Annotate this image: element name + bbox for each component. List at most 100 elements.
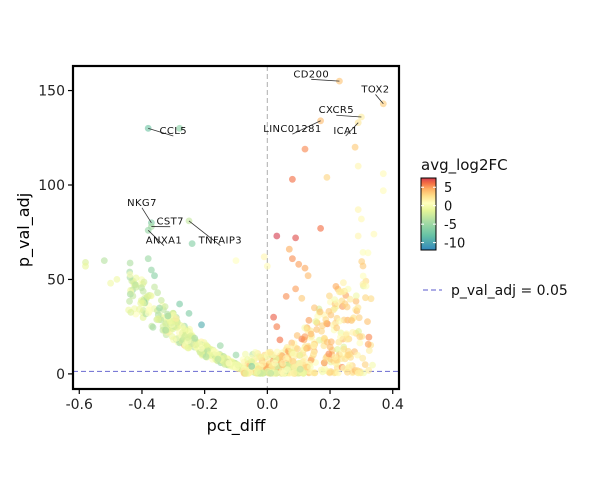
data-point: [298, 294, 306, 302]
data-point: [180, 325, 188, 333]
data-point: [289, 175, 296, 183]
x-tick-label: 0.4: [382, 397, 404, 413]
data-point: [296, 365, 304, 373]
data-point: [288, 339, 296, 347]
colorbar-tick-label: -5: [444, 218, 457, 233]
data-point: [356, 339, 364, 347]
data-point: [161, 303, 169, 310]
data-point: [325, 308, 333, 315]
data-point: [335, 288, 343, 296]
data-point: [225, 359, 233, 367]
y-axis: 0 50 100 150: [38, 84, 73, 383]
data-point: [284, 366, 291, 374]
y-tick-label: 50: [47, 272, 65, 288]
data-point: [379, 187, 387, 195]
data-point: [216, 342, 224, 349]
data-point: [352, 292, 360, 300]
y-tick-label: 100: [38, 178, 65, 194]
data-point: [311, 369, 319, 377]
data-point: [289, 358, 297, 365]
data-point: [168, 333, 176, 340]
data-point: [198, 321, 205, 329]
gene-label-leader: [141, 207, 152, 223]
data-point: [361, 361, 369, 368]
data-point: [325, 350, 333, 358]
data-point: [176, 329, 183, 337]
data-point: [303, 324, 311, 332]
data-point: [370, 230, 378, 238]
y-axis-title: p_val_adj: [14, 193, 34, 267]
gene-label: LINC01281: [263, 124, 321, 135]
colorbar: [420, 177, 437, 251]
y-tick-label: 150: [38, 84, 65, 100]
data-point: [154, 289, 162, 297]
data-point: [358, 113, 365, 121]
data-point: [310, 349, 318, 357]
data-point: [343, 335, 351, 343]
data-point: [176, 300, 184, 308]
gene-label-leader: [375, 94, 384, 105]
data-point: [289, 255, 296, 263]
data-point: [332, 283, 340, 290]
data-point: [242, 350, 249, 358]
data-point: [369, 361, 376, 369]
data-point: [289, 350, 297, 358]
data-point: [358, 215, 365, 223]
data-point: [282, 293, 290, 300]
data-point: [310, 342, 318, 350]
data-point: [317, 225, 324, 232]
data-point: [365, 333, 373, 341]
data-point: [331, 353, 339, 361]
data-point: [145, 309, 152, 317]
data-point: [202, 353, 210, 361]
gene-label: ANXA1: [146, 236, 182, 247]
gene-label: TOX2: [360, 84, 389, 95]
data-point: [198, 345, 205, 352]
data-point: [295, 260, 303, 268]
data-point: [191, 334, 199, 342]
data-point: [270, 313, 277, 321]
data-point: [185, 310, 193, 317]
data-point: [140, 278, 148, 286]
data-point: [144, 255, 152, 263]
data-point: [345, 351, 352, 359]
data-point: [323, 174, 331, 181]
data-point: [154, 315, 162, 323]
data-point: [127, 309, 135, 316]
data-point: [359, 280, 367, 288]
data-point: [318, 327, 325, 335]
x-tick-label: -0.4: [128, 397, 155, 413]
data-point: [327, 338, 335, 346]
data-point: [354, 351, 361, 359]
gene-label: CXCR5: [319, 105, 354, 116]
data-point: [126, 290, 134, 298]
data-point: [359, 262, 367, 270]
data-point: [292, 234, 299, 242]
gene-label: CST7: [156, 217, 183, 228]
data-point: [259, 360, 267, 368]
data-point: [192, 341, 200, 349]
data-point: [348, 317, 355, 324]
x-axis: -0.6 -0.4 -0.2 0.0 0.2 0.4: [66, 389, 404, 413]
data-point: [138, 284, 145, 292]
gene-labels: CD200 TOX2 CXCR5 ICA1 LINC01281 CCL5 NKG7 CST7 A…: [127, 69, 389, 246]
data-point: [82, 262, 89, 270]
data-point: [341, 300, 349, 308]
data-point: [301, 145, 309, 153]
x-tick-label: 0.0: [256, 397, 278, 413]
data-point: [340, 279, 347, 287]
data-point: [311, 304, 318, 312]
gene-label: NKG7: [127, 198, 157, 209]
data-point: [349, 329, 357, 336]
data-point: [176, 124, 184, 132]
colorbar-title: avg_log2FC: [421, 156, 508, 175]
data-point: [144, 124, 152, 132]
data-point: [304, 272, 312, 280]
x-tick-label: 0.2: [319, 397, 341, 413]
data-point: [271, 359, 279, 367]
data-point: [100, 257, 108, 264]
data-point: [151, 272, 158, 280]
data-point: [316, 308, 324, 316]
data-point: [144, 293, 151, 300]
data-point: [257, 353, 265, 361]
